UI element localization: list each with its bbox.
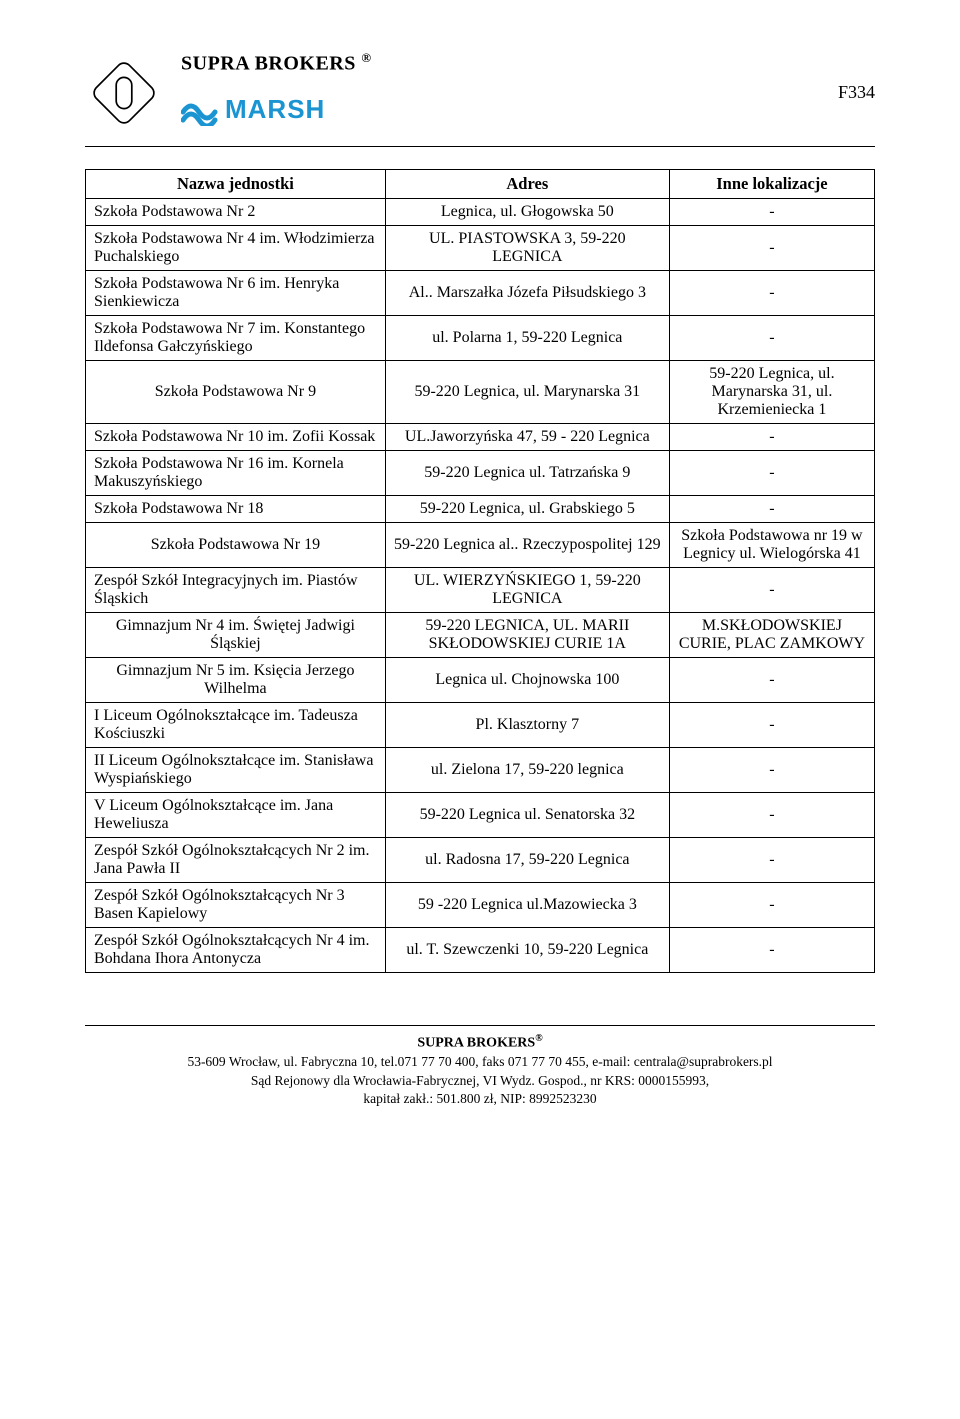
- table-cell: -: [669, 271, 874, 316]
- table-cell: ul. Zielona 17, 59-220 legnica: [385, 748, 669, 793]
- table-header-row: Nazwa jednostki Adres Inne lokalizacje: [86, 170, 875, 199]
- reg-mark: ®: [361, 50, 371, 65]
- table-cell: Gimnazjum Nr 5 im. Księcia Jerzego Wilhe…: [86, 658, 386, 703]
- table-cell: Szkoła Podstawowa nr 19 w Legnicy ul. Wi…: [669, 523, 874, 568]
- table-cell: -: [669, 838, 874, 883]
- table-row: Szkoła Podstawowa Nr 16 im. Kornela Maku…: [86, 451, 875, 496]
- table-row: Szkoła Podstawowa Nr 6 im. Henryka Sienk…: [86, 271, 875, 316]
- col-header-other: Inne lokalizacje: [669, 170, 874, 199]
- table-row: Szkoła Podstawowa Nr 4 im. Włodzimierza …: [86, 226, 875, 271]
- table-body: Szkoła Podstawowa Nr 2Legnica, ul. Głogo…: [86, 199, 875, 973]
- header-divider: [85, 146, 875, 147]
- marsh-wave-icon: [183, 106, 215, 126]
- table-row: Szkoła Podstawowa Nr 10 im. Zofii Kossak…: [86, 424, 875, 451]
- table-cell: 59-220 Legnica, ul. Marynarska 31: [385, 361, 669, 424]
- footer-divider: [85, 1025, 875, 1026]
- table-cell: Szkoła Podstawowa Nr 6 im. Henryka Sienk…: [86, 271, 386, 316]
- document-code: F334: [838, 82, 875, 103]
- table-cell: Szkoła Podstawowa Nr 7 im. Konstantego I…: [86, 316, 386, 361]
- table-row: Szkoła Podstawowa Nr 959-220 Legnica, ul…: [86, 361, 875, 424]
- table-cell: 59-220 Legnica, ul. Grabskiego 5: [385, 496, 669, 523]
- table-cell: Zespół Szkół Integracyjnych im. Piastów …: [86, 568, 386, 613]
- footer-line: 53-609 Wrocław, ul. Fabryczna 10, tel.07…: [85, 1053, 875, 1072]
- table-cell: Pl. Klasztorny 7: [385, 703, 669, 748]
- table-cell: Al.. Marszałka Józefa Piłsudskiego 3: [385, 271, 669, 316]
- table-cell: Szkoła Podstawowa Nr 10 im. Zofii Kossak: [86, 424, 386, 451]
- table-cell: V Liceum Ogólnokształcące im. Jana Hewel…: [86, 793, 386, 838]
- units-table: Nazwa jednostki Adres Inne lokalizacje S…: [85, 169, 875, 973]
- table-row: Zespół Szkół Ogólnokształcących Nr 2 im.…: [86, 838, 875, 883]
- table-cell: -: [669, 658, 874, 703]
- footer-title-text: SUPRA BROKERS: [417, 1036, 535, 1051]
- table-cell: -: [669, 199, 874, 226]
- table-cell: I Liceum Ogólnokształcące im. Tadeusza K…: [86, 703, 386, 748]
- table-cell: Zespół Szkół Ogólnokształcących Nr 3 Bas…: [86, 883, 386, 928]
- col-header-name: Nazwa jednostki: [86, 170, 386, 199]
- table-row: Zespół Szkół Ogólnokształcących Nr 3 Bas…: [86, 883, 875, 928]
- table-cell: -: [669, 424, 874, 451]
- table-cell: 59-220 Legnica al.. Rzeczypospolitej 129: [385, 523, 669, 568]
- footer-line: kapitał zakł.: 501.800 zł, NIP: 89925232…: [85, 1090, 875, 1109]
- table-cell: Zespół Szkół Ogólnokształcących Nr 2 im.…: [86, 838, 386, 883]
- marsh-text: MARSH: [225, 94, 325, 124]
- table-cell: -: [669, 748, 874, 793]
- table-row: Szkoła Podstawowa Nr 7 im. Konstantego I…: [86, 316, 875, 361]
- table-cell: Szkoła Podstawowa Nr 9: [86, 361, 386, 424]
- table-cell: -: [669, 316, 874, 361]
- table-cell: UL. PIASTOWSKA 3, 59-220 LEGNICA: [385, 226, 669, 271]
- table-cell: Szkoła Podstawowa Nr 4 im. Włodzimierza …: [86, 226, 386, 271]
- table-row: Szkoła Podstawowa Nr 2Legnica, ul. Głogo…: [86, 199, 875, 226]
- supra-title-text: SUPRA BROKERS: [181, 53, 356, 75]
- table-cell: -: [669, 568, 874, 613]
- table-cell: -: [669, 226, 874, 271]
- table-row: II Liceum Ogólnokształcące im. Stanisław…: [86, 748, 875, 793]
- table-cell: -: [669, 496, 874, 523]
- table-cell: -: [669, 703, 874, 748]
- table-row: Zespół Szkół Integracyjnych im. Piastów …: [86, 568, 875, 613]
- table-cell: Gimnazjum Nr 4 im. Świętej Jadwigi Śląsk…: [86, 613, 386, 658]
- table-cell: II Liceum Ogólnokształcące im. Stanisław…: [86, 748, 386, 793]
- table-cell: UL.Jaworzyńska 47, 59 - 220 Legnica: [385, 424, 669, 451]
- table-cell: Szkoła Podstawowa Nr 18: [86, 496, 386, 523]
- table-cell: 59 -220 Legnica ul.Mazowiecka 3: [385, 883, 669, 928]
- table-cell: ul. Polarna 1, 59-220 Legnica: [385, 316, 669, 361]
- table-row: Gimnazjum Nr 5 im. Księcia Jerzego Wilhe…: [86, 658, 875, 703]
- table-row: Szkoła Podstawowa Nr 1959-220 Legnica al…: [86, 523, 875, 568]
- table-cell: -: [669, 883, 874, 928]
- table-cell: -: [669, 793, 874, 838]
- table-cell: Szkoła Podstawowa Nr 19: [86, 523, 386, 568]
- table-cell: Szkoła Podstawowa Nr 16 im. Kornela Maku…: [86, 451, 386, 496]
- table-row: Gimnazjum Nr 4 im. Świętej Jadwigi Śląsk…: [86, 613, 875, 658]
- table-row: V Liceum Ogólnokształcące im. Jana Hewel…: [86, 793, 875, 838]
- footer-reg-mark: ®: [535, 1033, 542, 1044]
- table-cell: Zespół Szkół Ogólnokształcących Nr 4 im.…: [86, 928, 386, 973]
- table-cell: M.SKŁODOWSKIEJ CURIE, PLAC ZAMKOWY: [669, 613, 874, 658]
- page-title: SUPRA BROKERS ®: [181, 50, 875, 76]
- table-cell: -: [669, 928, 874, 973]
- footer-title: SUPRA BROKERS®: [85, 1032, 875, 1053]
- table-cell: ul. T. Szewczenki 10, 59-220 Legnica: [385, 928, 669, 973]
- table-cell: -: [669, 451, 874, 496]
- table-cell: Legnica ul. Chojnowska 100: [385, 658, 669, 703]
- table-cell: 59-220 Legnica ul. Tatrzańska 9: [385, 451, 669, 496]
- col-header-address: Adres: [385, 170, 669, 199]
- table-cell: 59-220 Legnica, ul. Marynarska 31, ul. K…: [669, 361, 874, 424]
- table-cell: UL. WIERZYŃSKIEGO 1, 59-220 LEGNICA: [385, 568, 669, 613]
- table-row: I Liceum Ogólnokształcące im. Tadeusza K…: [86, 703, 875, 748]
- table-cell: ul. Radosna 17, 59-220 Legnica: [385, 838, 669, 883]
- supra-logo-icon: [85, 54, 163, 132]
- table-cell: 59-220 Legnica ul. Senatorska 32: [385, 793, 669, 838]
- table-cell: Legnica, ul. Głogowska 50: [385, 199, 669, 226]
- footer-line: Sąd Rejonowy dla Wrocławia-Fabrycznej, V…: [85, 1072, 875, 1091]
- table-row: Zespół Szkół Ogólnokształcących Nr 4 im.…: [86, 928, 875, 973]
- marsh-logo: MARSH: [181, 90, 875, 131]
- table-cell: Szkoła Podstawowa Nr 2: [86, 199, 386, 226]
- table-row: Szkoła Podstawowa Nr 1859-220 Legnica, u…: [86, 496, 875, 523]
- page-footer: SUPRA BROKERS® 53-609 Wrocław, ul. Fabry…: [85, 1025, 875, 1109]
- table-cell: 59-220 LEGNICA, UL. MARII SKŁODOWSKIEJ C…: [385, 613, 669, 658]
